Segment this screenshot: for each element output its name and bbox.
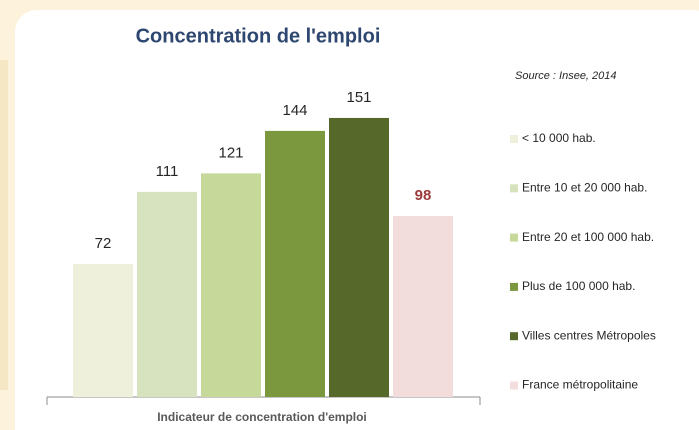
legend-label: < 10 000 hab. bbox=[522, 131, 596, 145]
legend-swatch bbox=[510, 332, 518, 341]
bar bbox=[201, 173, 261, 397]
legend-swatch bbox=[510, 135, 518, 143]
legend-swatch bbox=[510, 184, 518, 193]
legend-label: Entre 10 et 20 000 hab. bbox=[522, 180, 647, 194]
legend-swatch bbox=[510, 282, 518, 291]
bar bbox=[137, 191, 197, 397]
source-note: Source : Insee, 2014 bbox=[515, 70, 617, 82]
bar bbox=[329, 117, 389, 398]
value-label: 72 bbox=[95, 235, 112, 252]
legend-label: Villes centres Métropoles bbox=[522, 328, 656, 342]
x-axis-label: Indicateur de concentration d'emploi bbox=[157, 410, 367, 424]
chart-title: Concentration de l'emploi bbox=[136, 25, 381, 47]
legend-label: Entre 20 et 100 000 hab. bbox=[522, 230, 654, 244]
legend-label: France métropolitaine bbox=[522, 378, 638, 392]
bar bbox=[393, 215, 453, 397]
legend-label: Plus de 100 000 hab. bbox=[522, 279, 635, 293]
value-label: 111 bbox=[156, 163, 179, 180]
legend-swatch bbox=[510, 381, 518, 390]
legend-swatch bbox=[510, 233, 518, 242]
value-label: 121 bbox=[218, 144, 243, 161]
side-strip bbox=[0, 60, 8, 390]
bar bbox=[265, 130, 325, 397]
bar bbox=[73, 263, 133, 397]
value-label: 151 bbox=[346, 89, 371, 106]
value-label: 144 bbox=[282, 102, 307, 119]
value-label: 98 bbox=[415, 187, 432, 204]
